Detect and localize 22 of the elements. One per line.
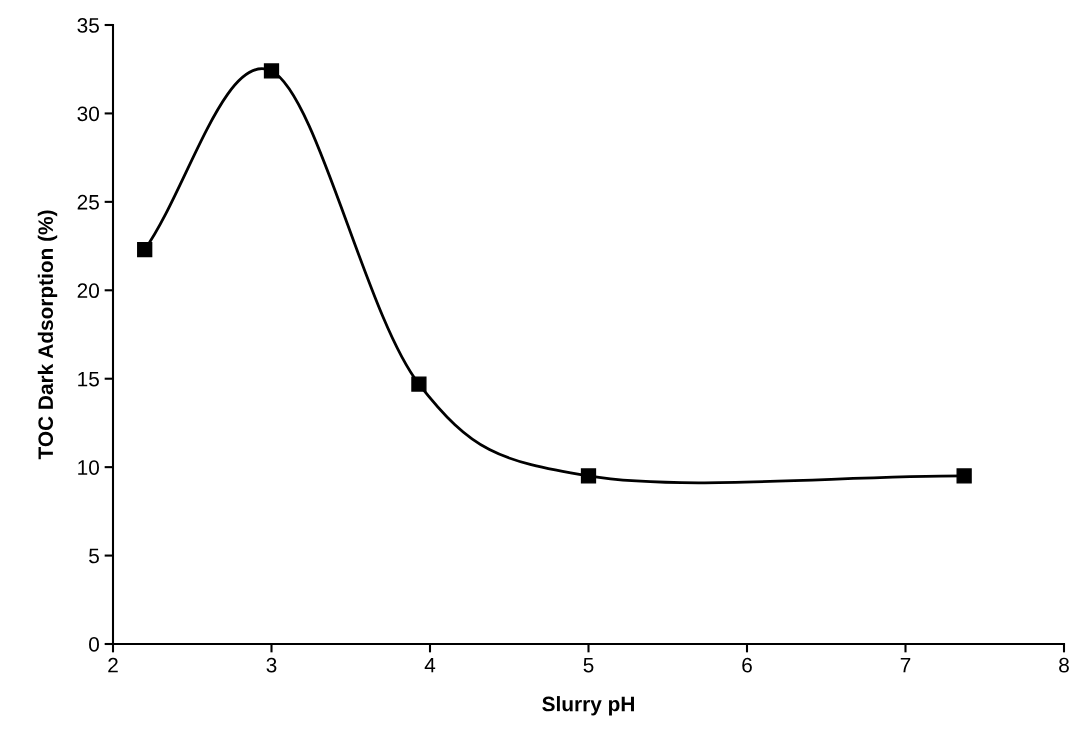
point xyxy=(411,376,427,392)
point xyxy=(956,468,972,484)
y-tick-label: 5 xyxy=(89,548,99,564)
y-tick-label: 30 xyxy=(77,106,99,122)
y-tick-label: 10 xyxy=(78,460,99,475)
x-tick-label: 8 xyxy=(1059,657,1069,673)
y-tick-label: 35 xyxy=(77,18,99,33)
point xyxy=(263,63,280,79)
y-axis-title: TOC Dark Adsorption (%) xyxy=(37,210,58,460)
x-tick-label: 5 xyxy=(583,657,594,673)
y-tick-label: 20 xyxy=(77,283,99,299)
y-tick-label: 0 xyxy=(89,637,99,652)
x-tick-label: 2 xyxy=(108,657,118,673)
x-tick-label: 6 xyxy=(742,657,752,673)
x-tick-label: 4 xyxy=(424,657,436,673)
y-tick-label: 15 xyxy=(78,371,99,387)
point xyxy=(137,241,153,258)
x-tick-label: 7 xyxy=(900,657,911,673)
y-tick-label: 25 xyxy=(77,194,99,210)
point xyxy=(580,468,597,484)
x-axis-title: Slurry pH xyxy=(542,696,634,716)
x-tick-label: 3 xyxy=(266,657,277,673)
